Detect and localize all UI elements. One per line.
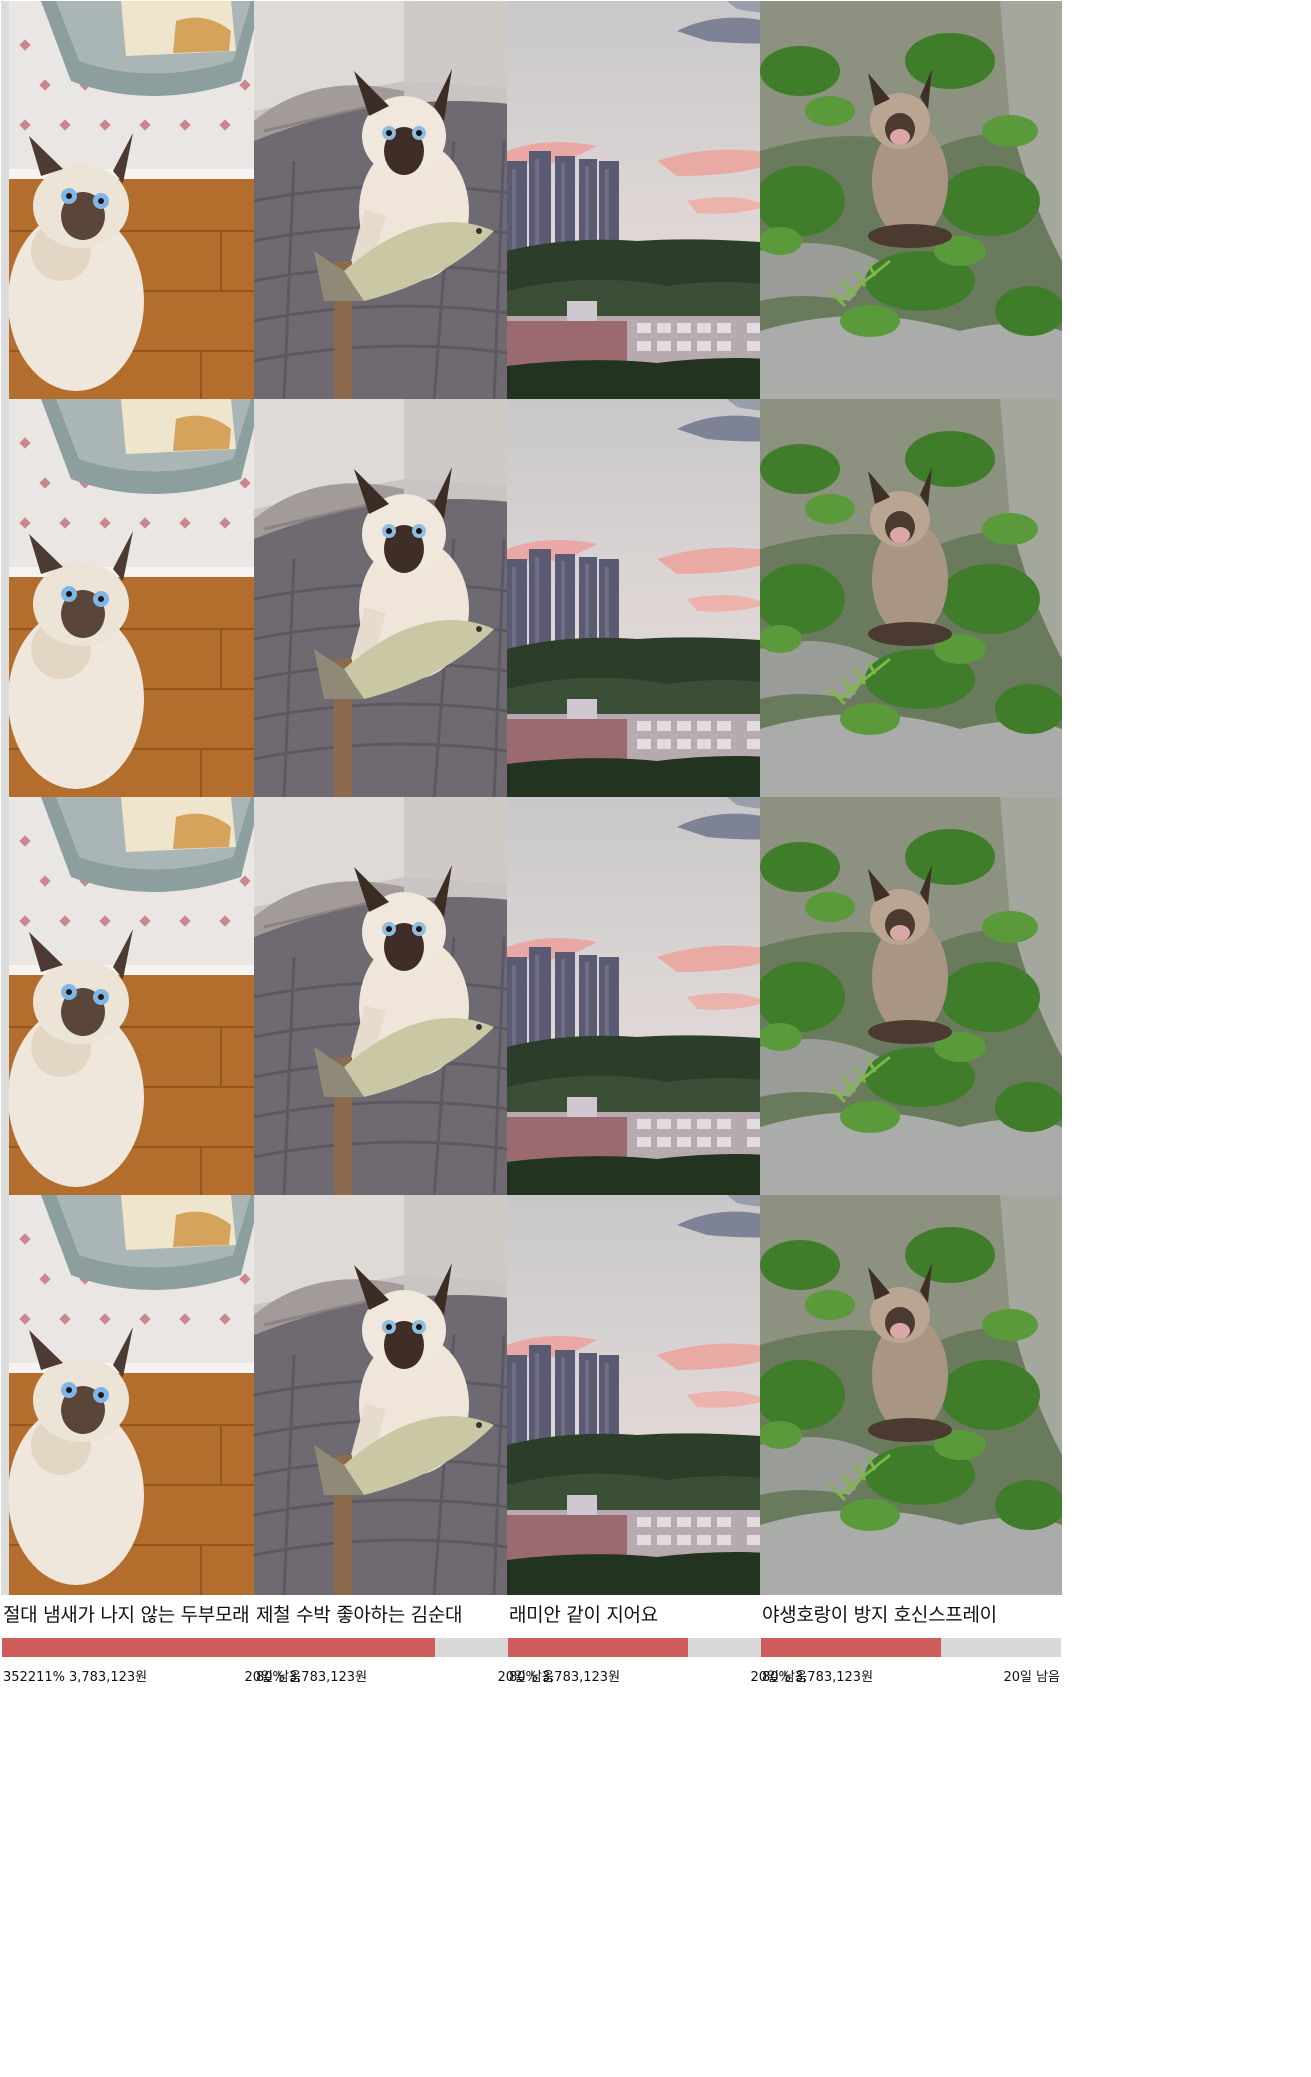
funding-progress-fill <box>255 1638 435 1657</box>
project-thumbnail-image[interactable] <box>507 1195 809 1595</box>
project-title[interactable]: 제철 수박 좋아하는 김순대 <box>256 1604 463 1626</box>
days-remaining: 20일 남음 <box>497 1670 554 1685</box>
project-thumbnail-image[interactable] <box>254 1195 556 1595</box>
funding-progress-fill <box>508 1638 688 1657</box>
funding-amount: 3,783,123원 <box>288 1670 368 1685</box>
project-thumbnail-image[interactable] <box>1 1195 303 1595</box>
project-card[interactable]: 절대 냄새가 나지 않는 두부모래 352211%3,783,123원 20일 남음 <box>1 1195 303 1695</box>
days-remaining: 20일 남음 <box>244 1670 301 1685</box>
funding-stats: 352211%3,783,123원 20일 남음 <box>3 1670 301 1686</box>
funding-progress-bar <box>508 1638 808 1657</box>
funding-progress-bar <box>255 1638 555 1657</box>
project-card[interactable]: 야생호랑이 방지 호신스프레이 80%3,783,123원 20일 남음 <box>760 1195 1062 1695</box>
funding-progress-bar <box>2 1638 302 1657</box>
funding-percent: 80% <box>762 1670 791 1685</box>
funding-amount: 3,783,123원 <box>794 1670 874 1685</box>
funding-percent: 352211% <box>3 1670 65 1685</box>
project-thumbnail-image[interactable] <box>760 399 1062 799</box>
funding-percent: 80% <box>256 1670 285 1685</box>
funding-progress-fill <box>2 1638 302 1657</box>
funding-progress-bar <box>761 1638 1061 1657</box>
funding-amount: 3,783,123원 <box>68 1670 148 1685</box>
funding-stats: 80%3,783,123원 20일 남음 <box>762 1670 1060 1686</box>
project-thumbnail-image[interactable] <box>254 1 556 401</box>
project-thumbnail-image[interactable] <box>1 797 303 1197</box>
project-thumbnail-image[interactable] <box>760 1 1062 401</box>
funding-percent: 80% <box>509 1670 538 1685</box>
project-title[interactable]: 절대 냄새가 나지 않는 두부모래 <box>3 1604 250 1626</box>
project-title[interactable]: 래미안 같이 지어요 <box>509 1604 658 1626</box>
funding-progress-fill <box>761 1638 941 1657</box>
days-remaining: 20일 남음 <box>750 1670 807 1685</box>
project-thumbnail-image[interactable] <box>760 1195 1062 1595</box>
project-thumbnail-image[interactable] <box>507 1 809 401</box>
project-title[interactable]: 야생호랑이 방지 호신스프레이 <box>762 1604 997 1626</box>
project-thumbnail-image[interactable] <box>1 1 303 401</box>
project-thumbnail-image[interactable] <box>507 797 809 1197</box>
days-remaining: 20일 남음 <box>1003 1670 1060 1685</box>
project-thumbnail-image[interactable] <box>760 797 1062 1197</box>
project-thumbnail-image[interactable] <box>254 399 556 799</box>
funding-amount: 3,783,123원 <box>541 1670 621 1685</box>
